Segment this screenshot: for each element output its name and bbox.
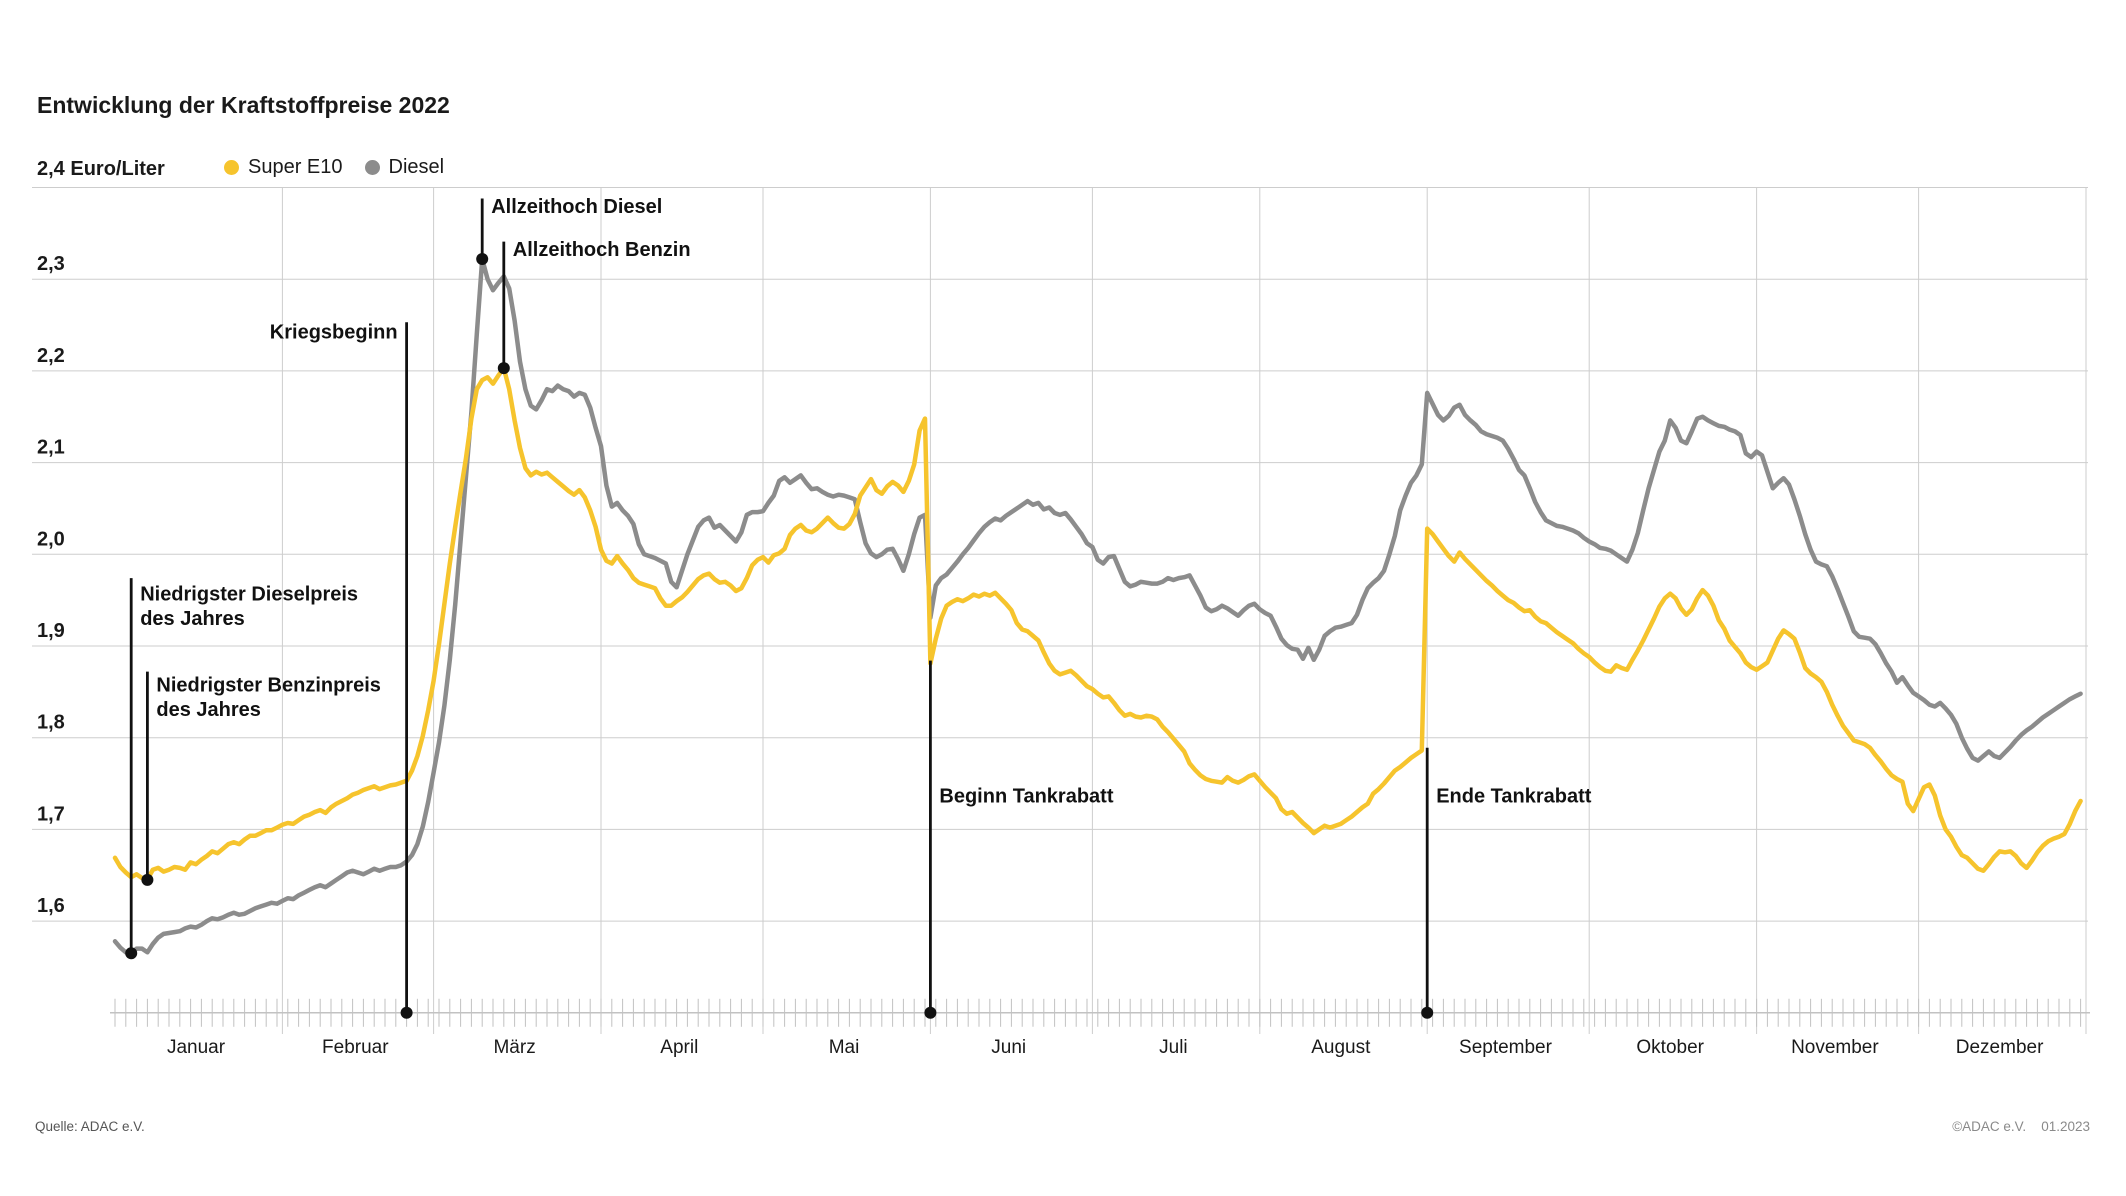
svg-text:Allzeithoch Diesel: Allzeithoch Diesel <box>491 196 662 218</box>
svg-text:Dezember: Dezember <box>1956 1037 2044 1058</box>
annotation-dot-icon <box>400 1006 413 1019</box>
annotation-dot-icon <box>497 362 510 375</box>
annotation-dot-icon <box>125 947 138 960</box>
series-line-super-e10 <box>112 365 2083 883</box>
svg-text:Februar: Februar <box>322 1037 389 1058</box>
annotation-dot-icon <box>924 1006 937 1019</box>
annotation-beginn-tankrabatt: Beginn Tankrabatt <box>924 660 1114 1019</box>
svg-text:2,1: 2,1 <box>37 437 65 459</box>
copyright-text: ©ADAC e.V. <box>1952 1119 2027 1134</box>
svg-text:Beginn Tankrabatt: Beginn Tankrabatt <box>939 785 1113 807</box>
svg-text:Oktober: Oktober <box>1636 1037 1704 1058</box>
svg-text:Niedrigster Benzinpreis: Niedrigster Benzinpreis <box>156 675 381 697</box>
svg-text:April: April <box>660 1037 698 1058</box>
svg-text:Ende Tankrabatt: Ende Tankrabatt <box>1436 785 1592 807</box>
svg-text:1,8: 1,8 <box>37 712 65 734</box>
svg-text:des Jahres: des Jahres <box>140 608 245 630</box>
y-axis-labels: 2,3 2,2 2,1 2,0 1,9 1,8 1,7 1,6 <box>37 253 65 917</box>
series-line-diesel <box>112 256 2083 956</box>
svg-text:1,6: 1,6 <box>37 895 65 917</box>
svg-text:2,2: 2,2 <box>37 345 65 367</box>
svg-text:Allzeithoch Benzin: Allzeithoch Benzin <box>513 239 691 261</box>
svg-text:2,3: 2,3 <box>37 253 65 275</box>
svg-text:März: März <box>493 1037 535 1058</box>
svg-text:November: November <box>1791 1037 1879 1058</box>
legend-item-super-e10: Super E10 <box>224 156 343 179</box>
h-gridlines <box>32 187 2088 922</box>
svg-text:August: August <box>1311 1037 1371 1058</box>
legend-swatch-diesel-icon <box>364 160 380 175</box>
annotation-allzeithoch-diesel: Allzeithoch Diesel <box>476 196 662 266</box>
annotation-kriegsbeginn: Kriegsbeginn <box>270 321 413 1019</box>
svg-text:2,0: 2,0 <box>37 528 65 550</box>
chart-title: Entwicklung der Kraftstoffpreise 2022 <box>37 92 450 118</box>
svg-text:September: September <box>1459 1037 1553 1058</box>
svg-text:1,9: 1,9 <box>37 620 65 642</box>
svg-text:Juni: Juni <box>991 1037 1026 1058</box>
svg-text:Januar: Januar <box>167 1037 226 1058</box>
annotation-dot-icon <box>141 873 154 886</box>
legend-swatch-super-e10-icon <box>224 160 239 175</box>
legend-label-super-e10: Super E10 <box>248 156 343 178</box>
svg-text:Mai: Mai <box>829 1037 860 1058</box>
source-note: Quelle: ADAC e.V. <box>35 1119 145 1134</box>
month-labels: Januar Februar März April Mai Juni Juli August S… <box>167 1037 2044 1058</box>
svg-text:1,7: 1,7 <box>37 803 65 825</box>
annotation-dot-icon <box>476 253 489 266</box>
svg-text:Kriegsbeginn: Kriegsbeginn <box>270 321 398 343</box>
legend-item-diesel: Diesel <box>364 156 445 179</box>
x-axis <box>110 998 2090 1027</box>
svg-text:des Jahres: des Jahres <box>156 699 261 721</box>
legend: Super E10 Diesel <box>224 156 444 179</box>
publication-date: 01.2023 <box>2041 1119 2090 1134</box>
legend-label-diesel: Diesel <box>388 156 445 178</box>
annotation-allzeithoch-benzin: Allzeithoch Benzin <box>497 239 691 375</box>
copyright-note: ©ADAC e.V. 01.2023 <box>1952 1119 2090 1134</box>
month-gridlines <box>281 187 2087 1034</box>
annotation-ende-tankrabatt: Ende Tankrabatt <box>1421 747 1592 1019</box>
svg-text:Juli: Juli <box>1159 1037 1188 1058</box>
y-axis-max-label: 2,4 Euro/Liter <box>37 158 165 180</box>
svg-text:Niedrigster Dieselpreis: Niedrigster Dieselpreis <box>140 584 358 606</box>
annotation-dot-icon <box>1421 1006 1434 1019</box>
